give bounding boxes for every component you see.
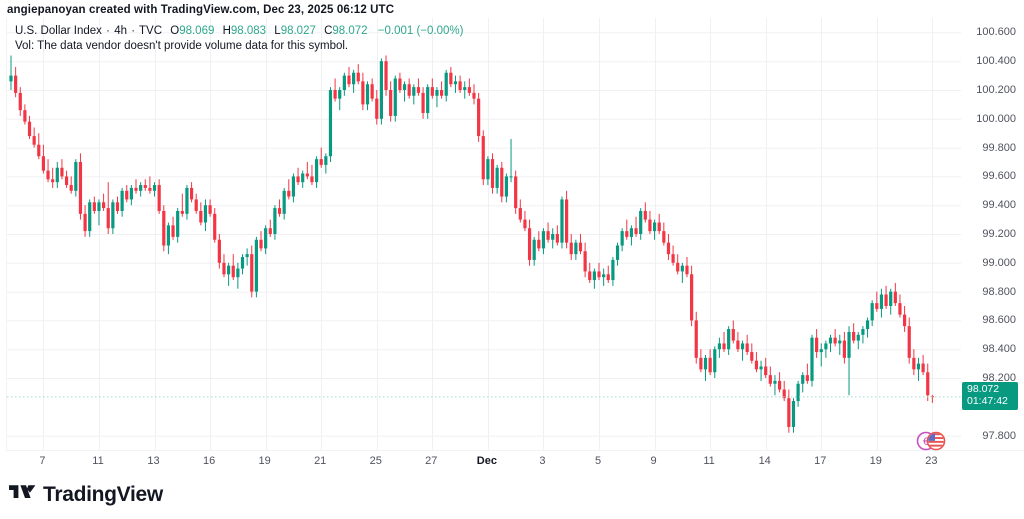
price-tick: 99.800 [982,141,1016,154]
tradingview-logo-icon [9,483,36,505]
price-tick: 99.400 [982,199,1016,212]
time-tick: 11 [92,455,104,467]
time-tick: 19 [258,455,271,467]
eurusd-pair-icon: € [915,431,947,451]
time-tick: 5 [594,455,602,467]
price-tick: 100.000 [976,112,1016,125]
time-tick: 17 [814,455,827,467]
svg-text:€: € [923,436,929,448]
price-scale[interactable]: 100.600 100.400 100.200 100.000 99.800 99.600… [960,18,1024,450]
price-tick: 97.800 [982,429,1016,442]
time-tick: 3 [539,455,546,467]
price-tick: 99.600 [982,170,1016,183]
tradingview-brand-text: TradingView [43,482,163,506]
chart-pane[interactable]: U.S. Dollar Index · 4h · TVC O98.069 H98… [6,18,961,450]
price-tick: 98.400 [982,343,1016,356]
time-tick: 25 [369,455,382,467]
price-tick: 100.600 [976,26,1016,39]
bar-countdown: 01:47:42 [967,394,1008,407]
time-tick: 9 [650,455,657,467]
time-tick: Dec [476,455,497,467]
tradingview-footer: TradingView [9,483,163,505]
price-tick: 100.400 [976,55,1016,68]
time-tick: 21 [314,455,327,467]
last-price-value: 98.072 [967,383,1000,396]
time-tick: 13 [147,455,160,467]
price-tick: 99.200 [982,228,1016,240]
chart-gridlines [7,18,961,450]
time-tick: 7 [39,455,46,467]
time-tick: 19 [869,455,882,467]
price-tick: 98.800 [982,285,1016,298]
time-scale[interactable]: 7 11 13 16 19 21 25 27 Dec 3 5 9 11 14 17 19 23 [6,450,1024,473]
time-tick: 11 [703,455,715,467]
time-tick: 14 [758,455,771,467]
last-price-badge[interactable]: 98.072 01:47:42 [962,382,1018,411]
time-tick: 27 [425,455,438,467]
candlestick-series [9,55,934,433]
price-tick: 98.600 [982,314,1016,327]
price-tick: 100.200 [976,84,1016,96]
price-tick: 99.000 [982,256,1016,269]
time-tick: 16 [202,455,216,467]
last-price-line [7,396,961,398]
attribution-text: angiepanoyan created with TradingView.co… [7,4,395,16]
time-tick: 23 [925,455,938,467]
price-tick: 98.200 [982,372,1016,384]
